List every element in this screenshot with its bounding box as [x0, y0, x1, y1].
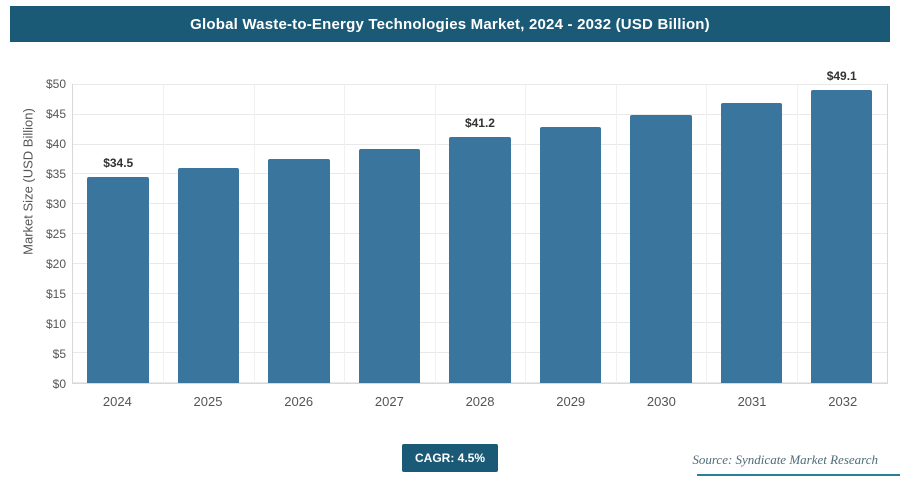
vertical-gridline — [615, 85, 617, 383]
y-tick-label: $35 — [45, 167, 66, 181]
plot-wrap: $34.5 $41.2 $49.1 2024 2025 2026 2027 2028 2029… — [72, 62, 888, 422]
bar-2027 — [358, 148, 421, 383]
vertical-gridline — [706, 85, 708, 383]
bar-slot-2025 — [163, 85, 253, 383]
y-tick-label: $30 — [45, 197, 66, 211]
y-tick-label: $25 — [45, 227, 66, 241]
x-tick-label-2030: 2030 — [646, 393, 676, 409]
bar-slot-2030 — [616, 85, 706, 383]
bar-2031 — [720, 103, 783, 383]
bar-slot-2024: $34.5 — [73, 85, 163, 383]
chart-title: Global Waste-to-Energy Technologies Mark… — [10, 6, 890, 42]
y-tick-label: $50 — [45, 77, 66, 91]
vertical-gridline — [434, 85, 436, 383]
source-text: Source: Syndicate Market Research — [692, 452, 878, 467]
bar-chart: Market Size (USD Billion) $0 $5 $10 $15 $20 $… — [10, 62, 888, 422]
x-tick-label-2032: 2032 — [828, 393, 858, 409]
bar-2025 — [177, 168, 240, 383]
gridline — [73, 113, 887, 115]
y-tick-label: $15 — [45, 287, 66, 301]
vertical-gridline — [796, 85, 798, 383]
x-tick-label-2029: 2029 — [556, 393, 586, 409]
vertical-gridline — [344, 85, 346, 383]
bar-2029 — [539, 126, 602, 383]
chart-grid: $0 $5 $10 $15 $20 $25 $30 $35 $40 $45 $50 $34.5 $41… — [36, 62, 888, 422]
source-underline — [697, 474, 900, 476]
x-axis-labels: 2024 2025 2026 2027 2028 2029 2030 2031 2032 — [72, 384, 888, 418]
bar-2030 — [630, 115, 692, 383]
y-tick-label: $20 — [45, 257, 66, 271]
bar-value-label-2032: $49.1 — [826, 69, 857, 84]
y-tick-label: $5 — [52, 347, 66, 361]
x-tick-label-2028: 2028 — [465, 393, 495, 409]
x-tick-label-2027: 2027 — [374, 393, 404, 409]
vertical-gridline — [163, 85, 165, 383]
y-tick-label: $10 — [45, 317, 66, 331]
vertical-gridline — [525, 85, 527, 383]
bars-layer: $34.5 $41.2 $49.1 — [73, 69, 887, 383]
y-tick-label: $45 — [45, 107, 66, 121]
bar-slot-2029 — [525, 85, 615, 383]
bar-value-label-2024: $34.5 — [103, 156, 134, 171]
bar-slot-2031 — [706, 85, 796, 383]
bar-2024 — [87, 177, 149, 383]
y-axis-title: Market Size (USD Billion) — [20, 108, 36, 255]
bar-slot-2026 — [254, 85, 344, 383]
bar-2028 — [449, 137, 511, 383]
y-tick-label: $40 — [45, 137, 66, 151]
chart-footer: CAGR: 4.5% Source: Syndicate Market Rese… — [0, 442, 900, 500]
cagr-badge: CAGR: 4.5% — [401, 444, 499, 472]
plot-area: $34.5 $41.2 $49.1 — [72, 69, 888, 384]
x-tick-label-2031: 2031 — [737, 393, 767, 409]
bar-2032 — [810, 90, 873, 383]
x-tick-label-2026: 2026 — [284, 393, 314, 409]
bar-value-label-2028: $41.2 — [464, 116, 495, 131]
y-tick-label: $0 — [52, 377, 66, 391]
gridline — [73, 84, 887, 85]
x-tick-label-2025: 2025 — [193, 393, 223, 409]
bar-slot-2032: $49.1 — [797, 69, 887, 383]
x-tick-label-2024: 2024 — [102, 393, 132, 409]
bar-slot-2027 — [344, 85, 434, 383]
y-axis-label-column: Market Size (USD Billion) — [10, 62, 36, 422]
y-axis-ticks: $0 $5 $10 $15 $20 $25 $30 $35 $40 $45 $50 — [36, 77, 72, 391]
vertical-gridline — [253, 85, 255, 383]
bar-slot-2028: $41.2 — [435, 85, 525, 383]
bar-2026 — [268, 158, 330, 383]
